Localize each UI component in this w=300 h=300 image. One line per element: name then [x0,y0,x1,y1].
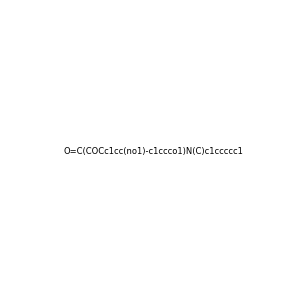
Text: O=C(COCc1cc(no1)-c1ccco1)N(C)c1ccccc1: O=C(COCc1cc(no1)-c1ccco1)N(C)c1ccccc1 [64,147,244,156]
